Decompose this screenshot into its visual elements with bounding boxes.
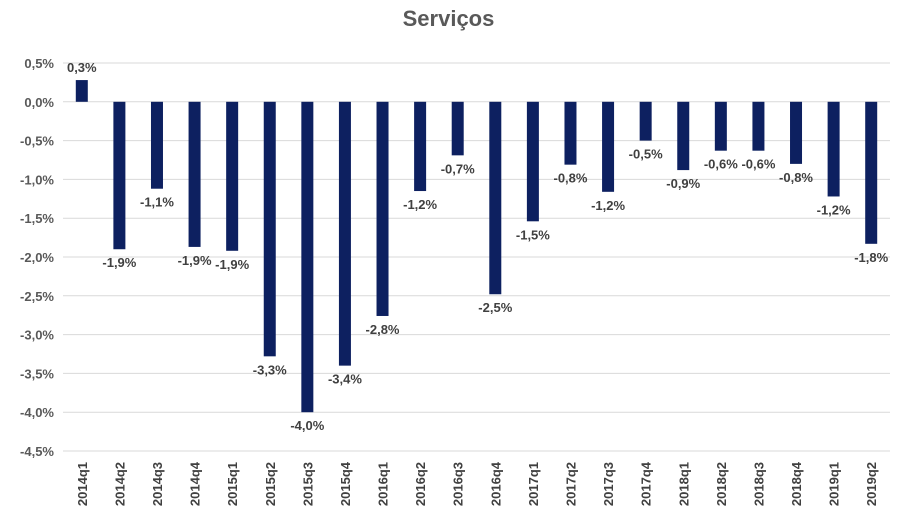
bar-2019q1 [827,101,840,197]
x-category-label: 2015q1 [225,462,240,506]
x-category-label: 2017q4 [639,461,654,506]
data-label: 0,3% [67,60,97,75]
chart-title: Serviços [402,6,495,31]
bar-2015q4 [338,101,351,366]
x-category-label: 2015q3 [300,462,315,506]
data-labels: 0,3%-1,9%-1,1%-1,9% -1,9%-3,3%-4,0%-3,4%-… [67,60,889,433]
y-tick-label: -0,5% [20,134,54,149]
y-tick-label: 0,5% [24,56,54,71]
data-label: -1,8% [854,250,888,265]
bar-2017q1 [526,101,539,222]
y-tick-label: -2,0% [20,250,54,265]
y-tick-label: -4,0% [20,405,54,420]
bar-2016q2 [414,101,427,192]
data-label: -0,7% [441,161,475,176]
y-tick-label: -1,5% [20,211,54,226]
bar-2015q1 [226,101,239,251]
x-category-label: 2017q1 [526,462,541,506]
data-label: -2,8% [366,322,400,337]
bars [75,80,878,413]
gridlines [63,62,890,452]
x-category-label: 2014q2 [112,462,127,506]
data-label: -1,9% [178,253,212,268]
y-tick-label: 0,0% [24,95,54,110]
x-category-label: 2016q1 [376,462,391,506]
data-label: -0,5% [629,147,663,162]
bar-2014q2 [113,101,126,250]
x-category-label: 2018q2 [714,462,729,506]
bar-2014q3 [150,101,163,189]
bar-2015q2 [263,101,276,357]
bar-2015q3 [301,101,314,413]
data-label: -3,4% [328,372,362,387]
bar-2016q1 [376,101,389,316]
bar-2016q3 [451,101,464,156]
y-tick-label: -3,0% [20,328,54,343]
bar-2016q4 [489,101,502,295]
data-label: -1,9% [102,255,136,270]
x-category-label: 2017q2 [563,462,578,506]
data-label: -1,2% [817,202,851,217]
data-label: -0,8% [553,171,587,186]
x-category-label: 2015q4 [338,461,353,506]
bar-2014q1 [75,80,88,102]
bar-2014q4 [188,101,201,247]
data-label: -2,5% [478,300,512,315]
x-category-label: 2014q4 [188,461,203,506]
data-label: -0,6% [741,157,775,172]
y-tick-label: -1,0% [20,172,54,187]
data-label: -0,6% [704,157,738,172]
y-axis-ticks: 0,5% 0,0% -0,5% -1,0% -1,5% -2,0% -2,5% -3,0% -3… [20,56,54,459]
x-category-label: 2018q4 [789,461,804,506]
bar-2017q2 [564,101,577,165]
x-category-label: 2019q1 [827,462,842,506]
x-category-label: 2018q3 [751,462,766,506]
data-label: -1,9% [215,257,249,272]
data-label: -1,5% [516,227,550,242]
x-category-label: 2018q1 [676,462,691,506]
data-label: -1,2% [403,197,437,212]
bar-2017q4 [639,101,652,141]
x-category-label: 2017q3 [601,462,616,506]
bar-2018q1 [677,101,690,171]
bar-2019q2 [865,101,878,244]
x-category-label: 2015q2 [263,462,278,506]
y-tick-label: -3,5% [20,366,54,381]
x-category-label: 2016q4 [488,461,503,506]
data-label: -4,0% [290,418,324,433]
data-label: -1,1% [140,195,174,210]
data-label: -0,8% [779,170,813,185]
bar-2018q2 [714,101,727,151]
y-tick-label: -4,5% [20,444,54,459]
bar-2018q3 [752,101,765,151]
x-category-label: 2016q3 [451,462,466,506]
x-axis-categories: 2014q1 2014q2 2014q3 2014q4 2015q1 2015q2 2015… [75,461,879,506]
bar-2018q4 [790,101,803,164]
data-label: -1,2% [591,198,625,213]
data-label: -3,3% [253,362,287,377]
x-category-label: 2019q2 [864,462,879,506]
x-category-label: 2014q1 [75,462,90,506]
data-label: -0,9% [666,176,700,191]
x-category-label: 2016q2 [413,462,428,506]
bar-2017q3 [602,101,615,192]
y-tick-label: -2,5% [20,289,54,304]
x-category-label: 2014q3 [150,462,165,506]
